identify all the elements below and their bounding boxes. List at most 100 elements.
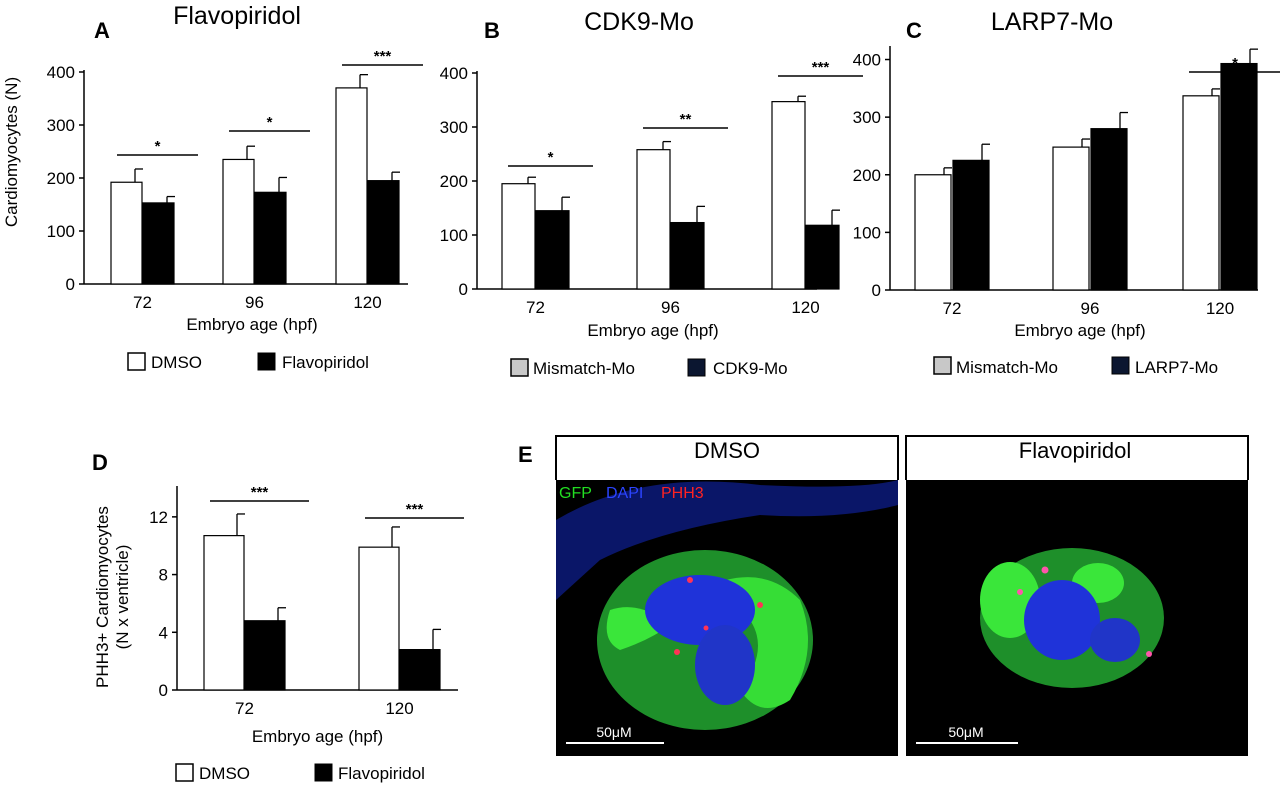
y-tick-label: 100	[440, 226, 468, 245]
x-axis-label: Embryo age (hpf)	[1014, 321, 1145, 340]
panel-c-title: LARP7-Mo	[991, 8, 1113, 36]
panel-c-bar-chart: 0 100 200 300 400 72 96 120 * Embryo age (hpf)	[853, 46, 1280, 340]
channel-label-dapi: DAPI	[606, 485, 643, 502]
significance-marker: **	[680, 111, 692, 128]
bar-mismatch-mo	[1052, 146, 1090, 291]
panel-label-e: E	[518, 442, 533, 467]
flavopiridol-scale-label: 50μM	[948, 724, 983, 740]
legend-swatch-dmso	[175, 763, 194, 782]
panel-label-b: B	[484, 18, 500, 43]
x-tick-label: 120	[385, 699, 413, 718]
bar-dmso	[110, 181, 143, 285]
legend-label-dmso: DMSO	[199, 764, 250, 783]
x-tick-label: 120	[1206, 299, 1234, 318]
dmso-dapi-background-tissue	[556, 480, 898, 600]
dmso-header: DMSO	[694, 438, 760, 463]
flavopiridol-phh3-dot	[1041, 566, 1049, 574]
legend-swatch-flavopiridol	[314, 763, 333, 782]
panel-d-ylabel-units: (N x ventricle)	[113, 545, 132, 650]
dmso-phh3-dot	[703, 625, 709, 631]
bar-mismatch-mo	[914, 174, 952, 291]
panel-label-d: D	[92, 450, 108, 475]
bar-larp7-mo	[1220, 62, 1258, 291]
significance-marker: ***	[251, 484, 269, 501]
bar-mismatch-mo	[501, 183, 536, 290]
legend-label-flavopiridol: Flavopiridol	[338, 764, 425, 783]
y-tick-label: 8	[159, 566, 168, 585]
bar-flavopiridol	[367, 180, 400, 285]
y-tick-label: 400	[47, 63, 75, 82]
x-tick-label: 72	[235, 699, 254, 718]
significance-marker: *	[155, 138, 161, 155]
flavopiridol-dapi-nuclei	[1024, 580, 1100, 660]
y-tick-label: 300	[440, 118, 468, 137]
y-tick-label: 200	[47, 169, 75, 188]
legend-label-dmso: DMSO	[151, 353, 202, 372]
y-tick-label: 400	[440, 64, 468, 83]
significance-marker: *	[1232, 55, 1238, 72]
flavopiridol-dapi-nuclei	[1090, 618, 1140, 662]
y-tick-label: 200	[853, 166, 881, 185]
y-tick-label: 0	[459, 280, 468, 299]
channel-label-gfp: GFP	[559, 485, 592, 502]
bar-cdk9-mo	[805, 224, 840, 290]
significance-marker: *	[267, 114, 273, 131]
y-tick-label: 100	[853, 223, 881, 242]
y-tick-label: 0	[872, 281, 881, 300]
legend-swatch-larp7-mo	[1111, 356, 1130, 375]
legend-swatch-cdk9-mo	[687, 358, 706, 377]
flavopiridol-phh3-dot	[1146, 651, 1152, 657]
x-tick-label: 96	[661, 298, 680, 317]
bar-cdk9-mo	[670, 221, 705, 290]
legend-swatch-dmso	[127, 352, 146, 371]
dmso-phh3-dot	[687, 577, 693, 583]
panel-b-title: CDK9-Mo	[584, 8, 694, 36]
panel-b-legend: Mismatch-Mo CDK9-Mo	[510, 358, 788, 378]
x-tick-label: 72	[943, 299, 962, 318]
legend-swatch-mismatch-mo	[933, 356, 952, 375]
significance-marker: *	[548, 149, 554, 166]
panel-label-a: A	[94, 18, 110, 43]
x-tick-label: 72	[526, 298, 545, 317]
panel-label-c: C	[906, 18, 922, 43]
panel-d-bar-chart: 0 4 8 12 72 *** 120 *** Embryo age (hpf)	[149, 484, 464, 746]
panel-b-bar-chart: 0 100 200 300 400 72 * 96 ** 120 *** Embryo age (hp…	[440, 59, 863, 340]
x-tick-label: 120	[791, 298, 819, 317]
dmso-scale-label: 50μM	[596, 724, 631, 740]
y-tick-label: 200	[440, 172, 468, 191]
legend-label-mismatch-mo: Mismatch-Mo	[956, 358, 1058, 377]
x-axis-label: Embryo age (hpf)	[587, 321, 718, 340]
bar-cdk9-mo	[535, 210, 570, 290]
y-tick-label: 100	[47, 222, 75, 241]
bar-dmso	[358, 546, 400, 691]
panel-a-ylabel: Cardiomyocytes (N)	[2, 77, 21, 227]
x-tick-label: 96	[1081, 299, 1100, 318]
x-axis-label: Embryo age (hpf)	[186, 315, 317, 334]
legend-label-cdk9-mo: CDK9-Mo	[713, 359, 788, 378]
x-tick-label: 72	[133, 293, 152, 312]
bar-dmso	[335, 87, 368, 285]
bar-flavopiridol	[142, 202, 175, 285]
panel-a-bar-chart: 0 100 200 300 400 72 * 96 * 120 *** Embryo age (hpf…	[47, 48, 423, 334]
y-tick-label: 4	[159, 623, 168, 642]
y-tick-label: 400	[853, 51, 881, 70]
channel-label-phh3: PHH3	[661, 485, 704, 502]
legend-label-flavopiridol: Flavopiridol	[282, 353, 369, 372]
bar-larp7-mo	[952, 159, 990, 291]
bar-flavopiridol	[244, 620, 286, 691]
y-tick-label: 300	[47, 116, 75, 135]
bar-larp7-mo	[1090, 128, 1128, 291]
panel-d-ylabel: PHH3+ Cardiomyocytes	[93, 506, 112, 688]
panel-a-title: Flavopiridol	[173, 2, 301, 30]
significance-marker: ***	[406, 501, 424, 518]
flavopiridol-micrograph: 50μM	[906, 480, 1248, 756]
panel-c-legend: Mismatch-Mo LARP7-Mo	[933, 356, 1218, 377]
significance-marker: ***	[374, 48, 392, 65]
flavopiridol-phh3-dot	[1017, 589, 1023, 595]
bar-mismatch-mo	[771, 101, 806, 290]
x-tick-label: 96	[245, 293, 264, 312]
dmso-gfp-streak	[700, 577, 808, 708]
panel-d-legend: DMSO Flavopiridol	[175, 763, 425, 783]
dmso-dapi-nuclei	[695, 625, 755, 705]
